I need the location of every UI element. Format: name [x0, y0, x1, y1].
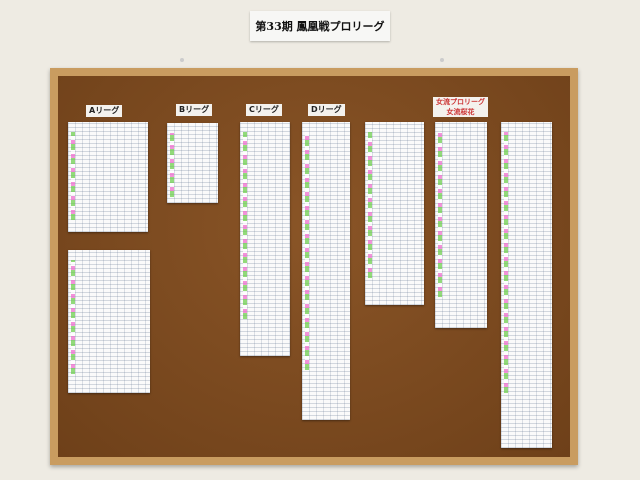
women-league-title: 女流プロリーグ [436, 98, 485, 106]
women-league-subtitle: 女流桜花 [446, 108, 475, 116]
wall-hook [180, 58, 184, 62]
league-sheet-a-2 [68, 250, 150, 393]
league-sheet-d [302, 122, 350, 420]
label-c-league: Cリーグ [246, 104, 282, 116]
wall-hook [440, 58, 444, 62]
league-sheet-women-2 [501, 122, 552, 448]
league-sheet-b [167, 123, 218, 203]
tournament-title-sign: 第33期 鳳凰戦プロリーグ [250, 11, 390, 41]
league-sheet-women [435, 122, 487, 328]
league-sheet-c [240, 122, 290, 356]
label-d-league: Dリーグ [308, 104, 345, 116]
label-women-league: 女流プロリーグ 女流桜花 [433, 97, 488, 117]
league-sheet-a-1 [68, 122, 148, 232]
label-a-league: Aリーグ [86, 105, 123, 117]
bulletin-board: Aリーグ Bリーグ Cリーグ Dリーグ 女流プロリーグ 女流桜花 [50, 68, 578, 465]
league-sheet-e [365, 122, 424, 305]
label-b-league: Bリーグ [176, 104, 213, 116]
